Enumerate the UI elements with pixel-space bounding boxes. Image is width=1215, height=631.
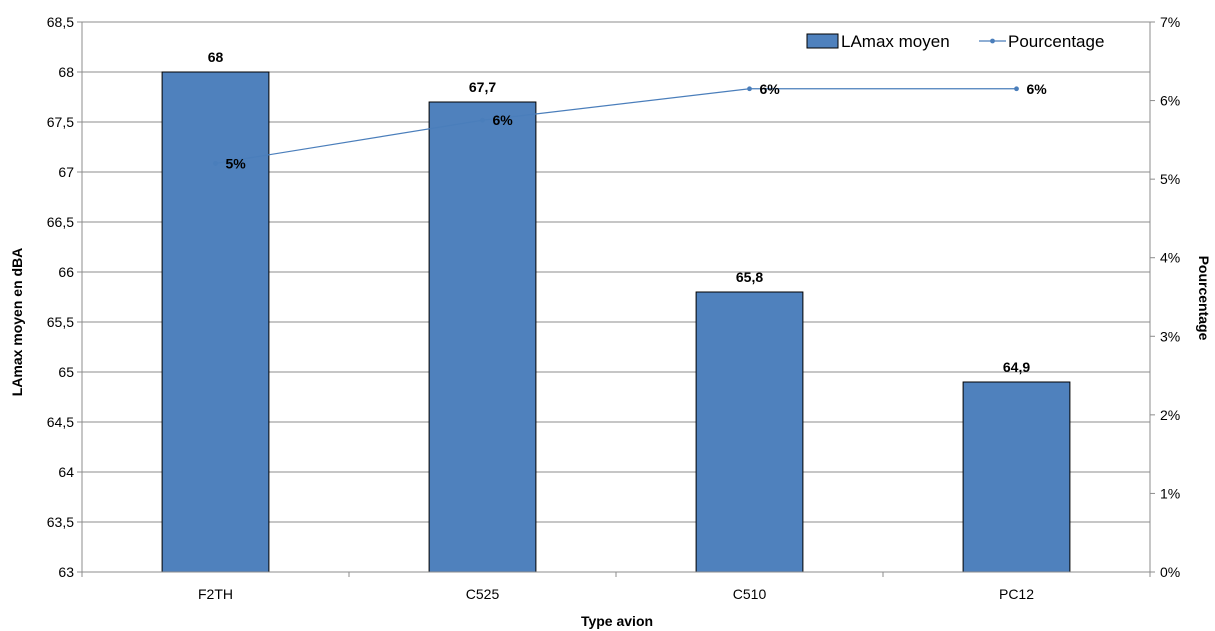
y2-axis-title: Pourcentage bbox=[1196, 256, 1212, 341]
y-tick-label: 66,5 bbox=[47, 214, 74, 230]
y2-tick-label: 0% bbox=[1160, 564, 1180, 580]
y-tick-label: 68 bbox=[58, 64, 74, 80]
y2-tick-label: 3% bbox=[1160, 328, 1180, 344]
line-data-label: 5% bbox=[226, 155, 247, 171]
x-tick-label: PC12 bbox=[999, 586, 1034, 602]
y-tick-label: 67 bbox=[58, 164, 74, 180]
bar-data-label: 65,8 bbox=[736, 269, 763, 285]
y-tick-label: 67,5 bbox=[47, 114, 74, 130]
y-tick-label: 68,5 bbox=[47, 14, 74, 30]
line-point bbox=[213, 161, 218, 166]
line-series bbox=[213, 86, 1019, 166]
bar bbox=[695, 291, 804, 573]
bar-data-label: 64,9 bbox=[1003, 359, 1030, 375]
y-tick-label: 64,5 bbox=[47, 414, 74, 430]
line-point bbox=[480, 117, 485, 123]
data-labels: 68 67,7 65,8 64,9 5% 6% 6% 6% bbox=[208, 49, 1048, 375]
bar bbox=[962, 381, 1071, 573]
x-tick-label: F2TH bbox=[198, 586, 233, 602]
y-tick-label: 63,5 bbox=[47, 514, 74, 530]
bar-data-label: 67,7 bbox=[469, 79, 496, 95]
x-tick-label: C510 bbox=[733, 586, 767, 602]
y-axis-title: LAmax moyen en dBA bbox=[9, 248, 25, 397]
bar bbox=[161, 71, 270, 573]
y2-tick-label: 2% bbox=[1160, 407, 1180, 423]
y-tick-label: 64 bbox=[58, 464, 74, 480]
y-tick-label: 63 bbox=[58, 564, 74, 580]
legend-swatch-marker bbox=[990, 38, 995, 44]
y-tick-label: 66 bbox=[58, 264, 74, 280]
legend-label-bar: LAmax moyen bbox=[841, 32, 950, 51]
legend-label-line: Pourcentage bbox=[1008, 32, 1104, 51]
y-tick-label: 65,5 bbox=[47, 314, 74, 330]
y2-tick-label: 6% bbox=[1160, 93, 1180, 109]
y2-tick-label: 1% bbox=[1160, 485, 1180, 501]
legend-swatch-bar bbox=[806, 33, 839, 49]
line-data-label: 6% bbox=[493, 112, 514, 128]
x-axis-title: Type avion bbox=[581, 613, 653, 629]
y2-tick-label: 4% bbox=[1160, 250, 1180, 266]
bar-data-label: 68 bbox=[208, 49, 224, 65]
line-data-label: 6% bbox=[1027, 81, 1048, 97]
y2-tick-label: 5% bbox=[1160, 171, 1180, 187]
line-data-label: 6% bbox=[760, 81, 781, 97]
line-point bbox=[1014, 86, 1019, 92]
bar bbox=[428, 101, 537, 573]
line-point bbox=[747, 86, 752, 92]
bar-series bbox=[161, 71, 1071, 573]
series-line bbox=[215, 88, 1017, 165]
legend: LAmax moyen Pourcentage bbox=[806, 32, 1104, 51]
y-tick-label: 65 bbox=[58, 364, 74, 380]
y2-tick-label: 7% bbox=[1160, 14, 1180, 30]
axes: 63 63,5 64 64,5 65 65,5 66 66,5 67 67,5 68 68,5 0% 1%… bbox=[47, 14, 1180, 602]
x-tick-label: C525 bbox=[466, 586, 500, 602]
